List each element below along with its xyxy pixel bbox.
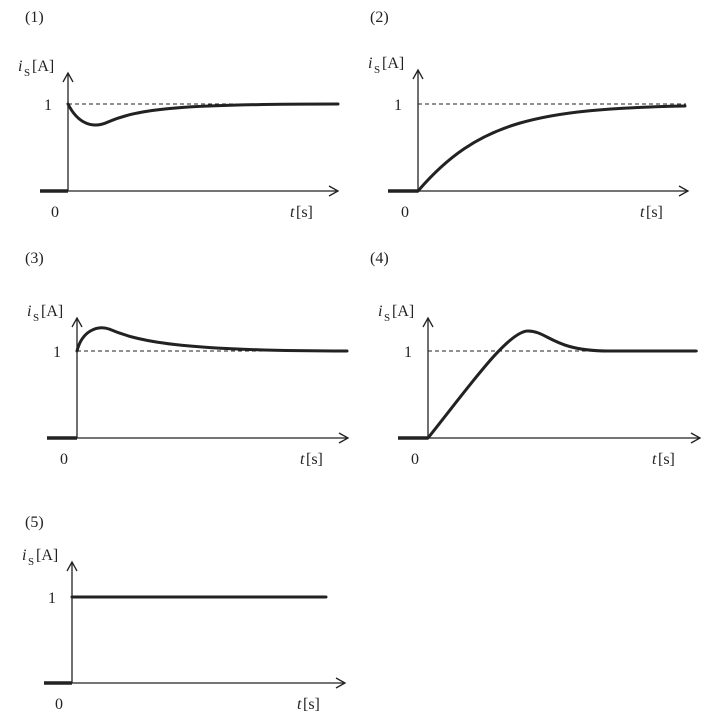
response-curve bbox=[75, 326, 349, 353]
level-label: 1 bbox=[44, 97, 52, 114]
panel: (2) i S [A] 1 0 t [s] bbox=[368, 9, 690, 221]
y-axis-symbol: i bbox=[22, 547, 26, 564]
y-axis-unit: [A] bbox=[32, 58, 54, 75]
x-axis-unit: [s] bbox=[296, 204, 313, 221]
level-label: 1 bbox=[53, 344, 61, 361]
origin-label: 0 bbox=[411, 451, 419, 468]
y-axis-unit: [A] bbox=[41, 303, 63, 320]
panel-label: (1) bbox=[25, 9, 44, 26]
y-axis-symbol: i bbox=[18, 58, 22, 75]
level-label: 1 bbox=[394, 97, 402, 114]
panel: (4) i S [A] 1 0 t [s] bbox=[370, 250, 702, 468]
y-axis-symbol: i bbox=[378, 303, 382, 320]
x-axis-symbol: t bbox=[652, 451, 657, 468]
y-axis-subscript: S bbox=[384, 312, 390, 324]
x-axis-unit: [s] bbox=[306, 451, 323, 468]
origin-label: 0 bbox=[55, 696, 63, 713]
x-axis-symbol: t bbox=[300, 451, 305, 468]
level-label: 1 bbox=[48, 590, 56, 607]
y-axis-symbol: i bbox=[368, 55, 372, 72]
response-curve bbox=[416, 104, 687, 193]
origin-label: 0 bbox=[401, 204, 409, 221]
panel: (3) i S [A] 1 0 t [s] bbox=[25, 250, 350, 468]
x-axis-unit: [s] bbox=[646, 204, 663, 221]
response-curve bbox=[66, 102, 340, 127]
level-label: 1 bbox=[404, 344, 412, 361]
y-axis-subscript: S bbox=[28, 556, 34, 568]
y-axis-subscript: S bbox=[33, 312, 39, 324]
y-axis-symbol: i bbox=[27, 303, 31, 320]
panel-label: (4) bbox=[370, 250, 389, 267]
panel: (5) i S [A] 1 0 t [s] bbox=[22, 514, 347, 713]
x-axis-symbol: t bbox=[640, 204, 645, 221]
origin-label: 0 bbox=[60, 451, 68, 468]
y-axis-unit: [A] bbox=[382, 55, 404, 72]
y-axis-subscript: S bbox=[24, 67, 30, 79]
panel-label: (3) bbox=[25, 250, 44, 267]
x-axis-symbol: t bbox=[290, 204, 295, 221]
x-axis-unit: [s] bbox=[303, 696, 320, 713]
panel: (1) i S [A] 1 0 t [s] bbox=[18, 9, 340, 221]
y-axis-unit: [A] bbox=[36, 547, 58, 564]
y-axis-subscript: S bbox=[374, 64, 380, 76]
panel-label: (5) bbox=[25, 514, 44, 531]
x-axis-unit: [s] bbox=[658, 451, 675, 468]
y-axis-unit: [A] bbox=[392, 303, 414, 320]
response-curve bbox=[426, 329, 698, 440]
panel-label: (2) bbox=[370, 9, 389, 26]
origin-label: 0 bbox=[51, 204, 59, 221]
x-axis-symbol: t bbox=[297, 696, 302, 713]
